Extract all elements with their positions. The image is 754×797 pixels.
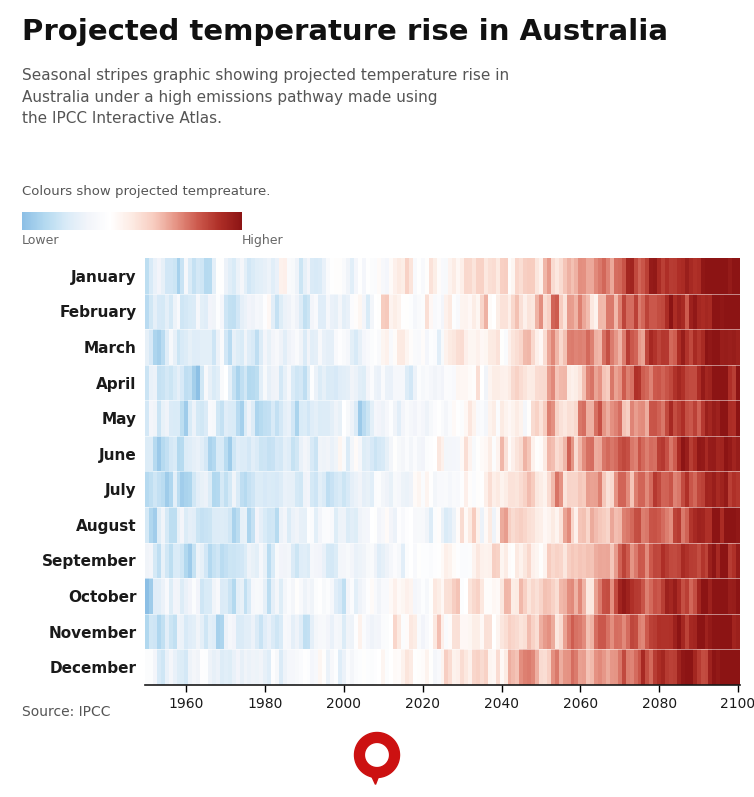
Text: Projected temperature rise in Australia: Projected temperature rise in Australia bbox=[22, 18, 668, 46]
Polygon shape bbox=[354, 732, 400, 778]
Polygon shape bbox=[372, 776, 379, 784]
Text: Higher: Higher bbox=[242, 234, 284, 247]
Text: Seasonal stripes graphic showing projected temperature rise in
Australia under a: Seasonal stripes graphic showing project… bbox=[22, 68, 509, 126]
Text: Source: IPCC: Source: IPCC bbox=[22, 705, 111, 719]
Text: Colours show projected tempreature.: Colours show projected tempreature. bbox=[22, 185, 271, 198]
Text: Lower: Lower bbox=[22, 234, 60, 247]
